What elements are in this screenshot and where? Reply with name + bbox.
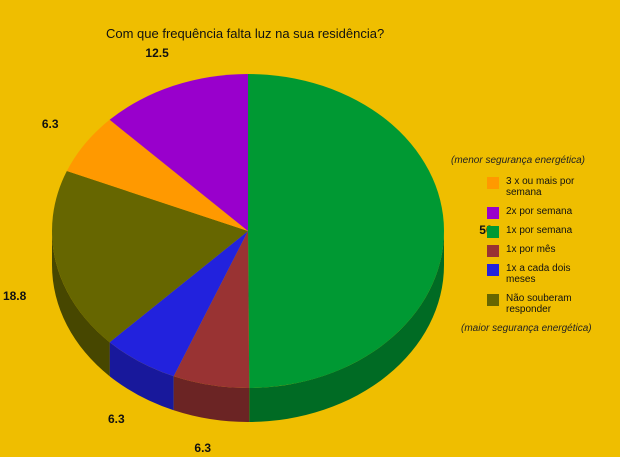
legend-item-0: 3 x ou mais por semana: [487, 176, 577, 200]
pie-slice-1: [109, 74, 248, 231]
legend-label-3: 1x por mês: [506, 244, 556, 255]
legend-item-1: 2x por semana: [487, 206, 577, 219]
legend-item-3: 1x por mês: [487, 244, 577, 257]
pie-side-5: [52, 231, 110, 377]
pie-slice-0: [66, 119, 249, 231]
chart-title: Com que frequência falta luz na sua resi…: [106, 26, 385, 41]
legend-label-2: 1x por semana: [506, 225, 573, 236]
value-label-5: 18.8: [2, 289, 27, 304]
legend-bottom-note: (maior segurança energética): [461, 323, 592, 334]
legend-item-2: 1x por semana: [487, 225, 577, 238]
legend: 3 x ou mais por semana 2x por semana 1x po…: [487, 176, 577, 323]
pie-side-3: [173, 376, 250, 422]
legend-swatch-0: [487, 177, 499, 189]
pie-slice-2: [248, 74, 445, 388]
legend-swatch-2: [487, 226, 499, 238]
legend-label-1: 2x por semana: [506, 206, 573, 217]
value-label-3: 6.3: [194, 440, 212, 455]
legend-swatch-3: [487, 245, 499, 257]
value-label-4: 6.3: [107, 411, 125, 426]
legend-label-0: 3 x ou mais por semana: [506, 176, 575, 198]
pie-side-4: [109, 342, 174, 411]
legend-swatch-4: [487, 264, 499, 276]
legend-swatch-1: [487, 207, 499, 219]
legend-swatch-5: [487, 294, 499, 306]
legend-item-4: 1x a cada dois meses: [487, 263, 577, 287]
legend-label-5: Não souberam responder: [506, 293, 572, 315]
pie-slice-5: [52, 171, 249, 343]
legend-top-note: (menor segurança energética): [451, 155, 585, 166]
legend-item-5: Não souberam responder: [487, 293, 577, 317]
value-label-0: 6.3: [41, 116, 59, 131]
pie-side-2: [249, 231, 444, 422]
pie-slice-3: [173, 231, 250, 388]
pie-slice-4: [109, 231, 248, 377]
value-label-1: 12.5: [145, 45, 169, 60]
legend-label-4: 1x a cada dois meses: [506, 263, 571, 285]
